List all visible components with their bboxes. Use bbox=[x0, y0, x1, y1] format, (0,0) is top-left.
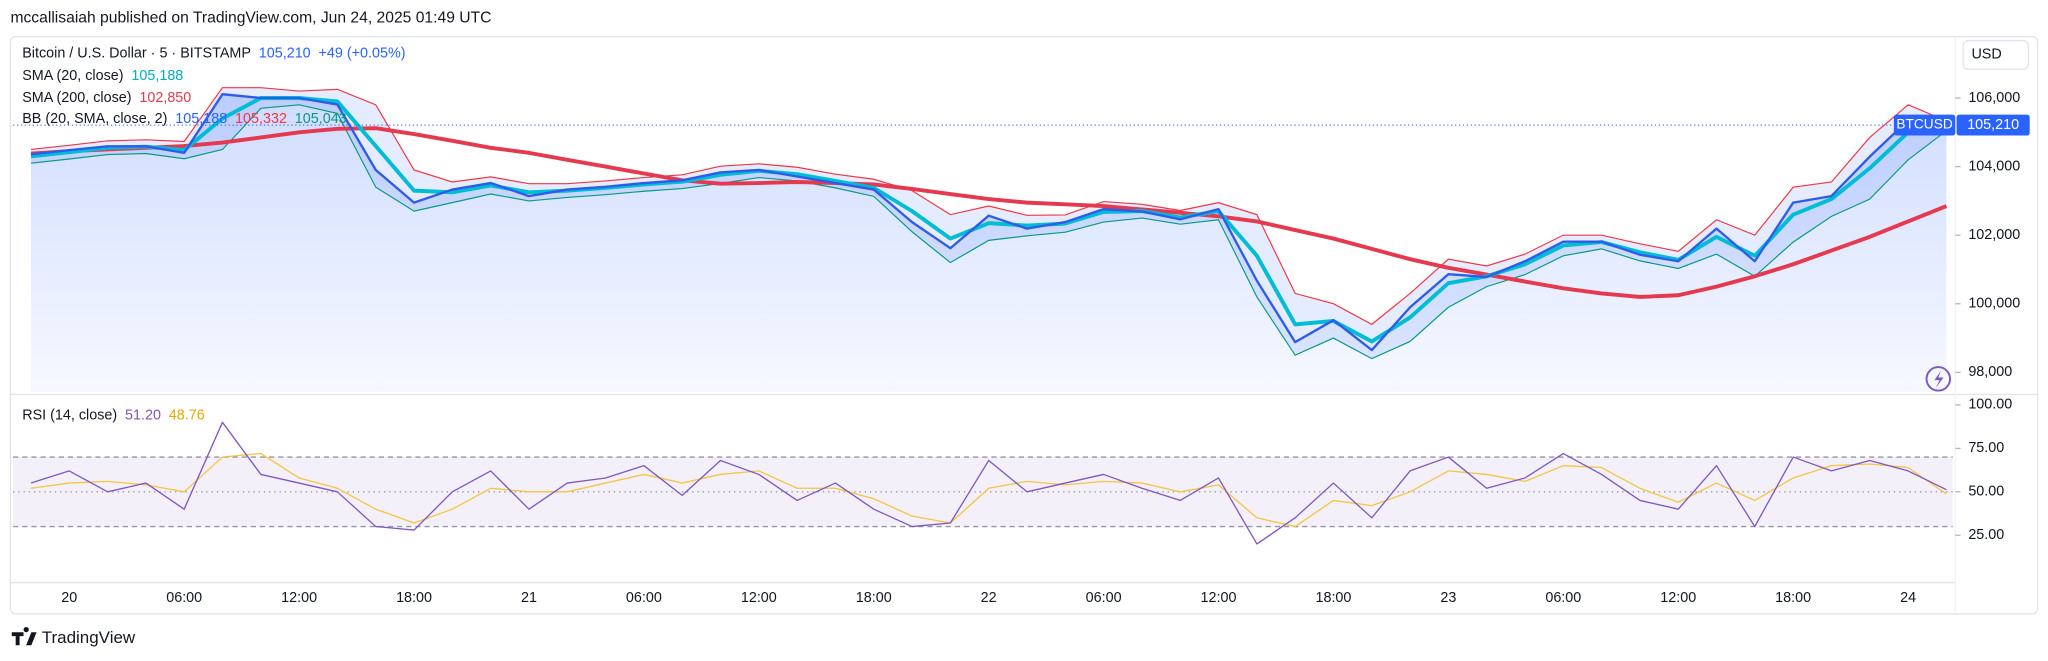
legend-name: RSI (14, close) bbox=[22, 407, 117, 423]
x-tick-label: 12:00 bbox=[1201, 590, 1237, 606]
legend-value: 105,188 bbox=[131, 68, 183, 84]
legend-price: Bitcoin / U.S. Dollar · 5 · BITSTAMP 105,… bbox=[22, 45, 405, 61]
legend-value: 48.76 bbox=[169, 407, 205, 423]
legend-value: 105,332 bbox=[235, 111, 287, 127]
series-line bbox=[30, 452, 1947, 528]
x-tick-label: 12:00 bbox=[281, 590, 317, 606]
x-tick-label: 06:00 bbox=[1545, 590, 1581, 606]
currency[interactable]: USD bbox=[1971, 47, 2001, 63]
y-tick-label: 50.00 bbox=[1968, 484, 2004, 500]
bb-upper bbox=[30, 87, 1947, 326]
legend-value: 105,210 bbox=[259, 45, 311, 61]
legend-value: 51.20 bbox=[125, 407, 161, 423]
ticker-tag-label: BTCUSD bbox=[1896, 117, 1952, 132]
x-tick-label: 18:00 bbox=[396, 590, 432, 606]
price-area bbox=[30, 94, 1947, 392]
legend-name: SMA (20, close) bbox=[22, 68, 123, 84]
price-tag bbox=[1956, 114, 2030, 136]
ticker-tag bbox=[1893, 114, 1956, 136]
legend-sma20: SMA (20, close) 105,188 bbox=[22, 68, 183, 84]
x-tick-label: 12:00 bbox=[741, 590, 777, 606]
x-tick-label: 06:00 bbox=[1086, 590, 1122, 606]
y-tick-label: 100,000 bbox=[1968, 296, 2020, 312]
header: mccallisaiah published on TradingView.co… bbox=[10, 9, 491, 26]
legend-value: 105,188 bbox=[175, 111, 227, 127]
x-tick-label: 20 bbox=[61, 590, 77, 606]
logo-mark bbox=[11, 626, 37, 646]
x-tick-label: 18:00 bbox=[1315, 590, 1351, 606]
legend-value: 105,043 bbox=[295, 111, 347, 127]
x-tick-label: 21 bbox=[521, 590, 537, 606]
y-tick-label: 104,000 bbox=[1968, 158, 2020, 174]
x-tick-label: 18:00 bbox=[1775, 590, 1811, 606]
brand-logo: TradingView bbox=[11, 626, 136, 647]
rsi-band-fill bbox=[13, 457, 1953, 527]
brand: TradingView bbox=[42, 628, 136, 647]
y-tick-label: 106,000 bbox=[1968, 90, 2020, 106]
plot: 98,000 100,000 102,000 104,000 106,000 20 06:0… bbox=[13, 87, 2030, 606]
price-tag-label: 105,210 bbox=[1967, 117, 2019, 133]
y-tick-label: 25.00 bbox=[1968, 527, 2004, 543]
x-tick-label: 06:00 bbox=[166, 590, 202, 606]
x-tick-label: 22 bbox=[981, 590, 997, 606]
x-tick-label: 18:00 bbox=[856, 590, 892, 606]
bb-lower bbox=[30, 104, 1947, 360]
series-line bbox=[30, 93, 1947, 352]
legend-change: +49 (+0.05%) bbox=[319, 45, 406, 61]
legend-name: SMA (200, close) bbox=[22, 90, 131, 106]
legend-name: Bitcoin / U.S. Dollar · 5 · BITSTAMP bbox=[22, 45, 251, 61]
legend-rsi: RSI (14, close) 51.20 48.76 bbox=[22, 407, 205, 423]
series-line bbox=[30, 421, 1947, 545]
legend-name: BB (20, SMA, close, 2) bbox=[22, 111, 167, 127]
x-tick-label: 12:00 bbox=[1660, 590, 1696, 606]
legend-sma200: SMA (200, close) 102,850 bbox=[22, 90, 191, 106]
x-tick-label: 24 bbox=[1900, 590, 1916, 606]
y-tick-label: 75.00 bbox=[1968, 440, 2004, 456]
x-tick-label: 23 bbox=[1440, 590, 1456, 606]
legend-bb: BB (20, SMA, close, 2) 105,188 105,332 105,… bbox=[22, 111, 346, 127]
y-tick-label: 100.00 bbox=[1968, 397, 2012, 413]
legend: Bitcoin / U.S. Dollar · 5 · BITSTAMP 105,… bbox=[22, 45, 405, 423]
x-tick-label: 06:00 bbox=[626, 590, 662, 606]
currency-button[interactable] bbox=[1962, 39, 2030, 70]
legend-value: 102,850 bbox=[139, 90, 191, 106]
y-tick-label: 102,000 bbox=[1968, 227, 2020, 243]
series-line bbox=[30, 96, 1947, 344]
y-tick-label: 98,000 bbox=[1968, 364, 2012, 380]
